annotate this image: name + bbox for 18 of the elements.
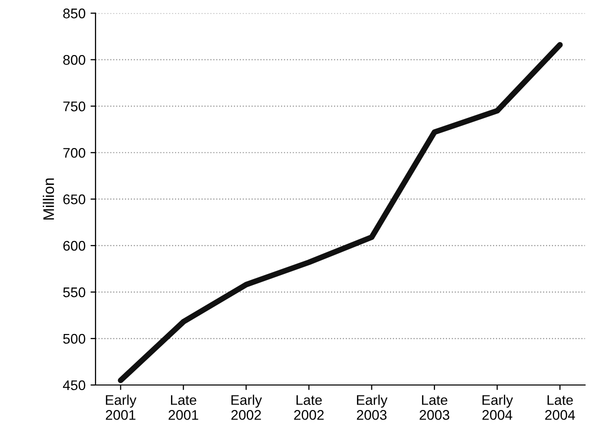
x-tick-label: Early 2002 <box>231 394 262 420</box>
y-tick-label: 850 <box>63 8 86 18</box>
x-tick-label: Early 2004 <box>482 394 513 420</box>
y-axis-title: Million <box>42 178 54 220</box>
y-tick-label: 700 <box>63 148 86 158</box>
y-tick-label: 600 <box>63 240 86 251</box>
y-tick-label: 750 <box>63 101 86 112</box>
y-tick-label: 450 <box>62 380 86 390</box>
y-tick-label: 800 <box>63 55 86 65</box>
y-tick-label: 650 <box>63 194 86 204</box>
x-tick-label: Late 2004 <box>545 395 575 420</box>
y-tick-label: 500 <box>63 334 86 344</box>
y-tick-label: 550 <box>63 287 86 298</box>
x-tick-label: Early 2003 <box>356 394 388 420</box>
x-tick-label: Late 2003 <box>420 395 450 420</box>
x-tick-label: Late 2001 <box>168 395 198 420</box>
x-tick-label: Late 2002 <box>294 395 324 420</box>
x-tick-label: Early 2001 <box>106 394 136 420</box>
